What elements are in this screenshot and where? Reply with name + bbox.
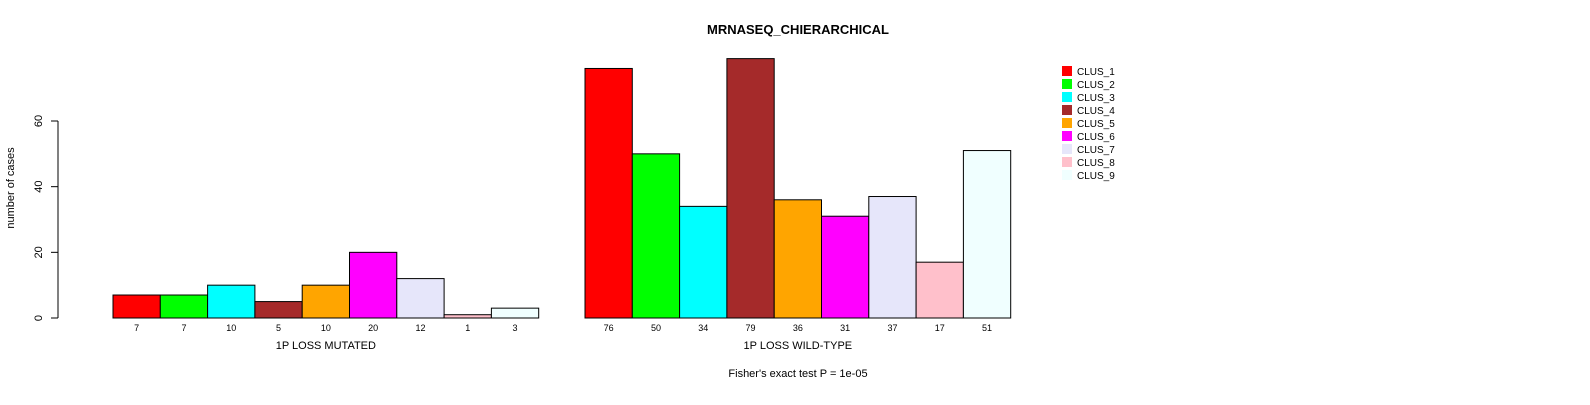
bar (915, 261, 964, 319)
legend-label: CLUS_2 (1077, 80, 1115, 91)
bar-count-label: 17 (935, 323, 945, 333)
bar (301, 284, 351, 319)
bar (584, 67, 633, 319)
legend-swatch (1062, 118, 1072, 128)
legend-swatch (1062, 157, 1072, 167)
legend-label: CLUS_3 (1077, 93, 1115, 104)
bar-count-label: 31 (840, 323, 850, 333)
bar-count-label: 51 (982, 323, 992, 333)
y-tick-label: 40 (33, 181, 45, 193)
bar (490, 307, 540, 319)
legend-swatch (1062, 170, 1072, 180)
bar (443, 314, 492, 319)
legend-label: CLUS_5 (1077, 119, 1115, 130)
y-tick-label: 20 (33, 246, 45, 258)
fisher-test-footnote: Fisher's exact test P = 1e-05 (728, 368, 867, 380)
bar-groups: 7 7 10 5 10 20 12 1 3 1P LOSS MUTATED 76 50 34 79 36 31… (112, 58, 1012, 352)
bar (821, 215, 870, 319)
bar-count-label: 1 (465, 323, 470, 333)
legend-label: CLUS_6 (1077, 132, 1115, 143)
legend-label: CLUS_7 (1077, 145, 1115, 156)
group-label: 1P LOSS WILD-TYPE (744, 340, 853, 352)
bar (254, 301, 303, 319)
legend-label: CLUS_8 (1077, 158, 1115, 169)
y-axis-label: number of cases (5, 147, 17, 229)
bar-count-label: 10 (226, 323, 236, 333)
bar-count-label: 5 (276, 323, 281, 333)
legend-swatch (1062, 79, 1072, 89)
bar-group: 7 7 10 5 10 20 12 1 3 1P LOSS MUTATED (112, 251, 540, 352)
bar (112, 294, 161, 319)
y-axis: 0 20 40 60 (33, 115, 59, 321)
bar-count-label: 10 (321, 323, 331, 333)
bar-count-label: 34 (698, 323, 708, 333)
legend: CLUS_1 CLUS_2 CLUS_3 CLUS_4 CLUS_5 CLUS_6 CLUS… (1062, 66, 1115, 182)
bar-count-label: 7 (181, 323, 186, 333)
bar (726, 58, 775, 319)
legend-label: CLUS_9 (1077, 171, 1115, 182)
bar-count-label: 3 (513, 323, 518, 333)
legend-label: CLUS_4 (1077, 106, 1115, 117)
y-tick-label: 60 (33, 115, 45, 127)
bar (868, 196, 917, 319)
y-tick-label: 0 (33, 315, 45, 321)
bar (349, 251, 398, 319)
bar-group: 76 50 34 79 36 31 37 17 51 1P LOSS WILD-TYPE (584, 58, 1012, 352)
bar-count-label: 50 (651, 323, 661, 333)
bar-count-label: 76 (604, 323, 614, 333)
bar-count-label: 7 (134, 323, 139, 333)
bar-count-label: 79 (746, 323, 756, 333)
group-label: 1P LOSS MUTATED (276, 340, 376, 352)
chart-title: MRNASEQ_CHIERARCHICAL (707, 22, 889, 37)
legend-swatch (1062, 105, 1072, 115)
legend-label: CLUS_1 (1077, 67, 1115, 78)
legend-swatch (1062, 131, 1072, 141)
bar-count-label: 12 (415, 323, 425, 333)
bar (396, 278, 445, 319)
legend-swatch (1062, 92, 1072, 102)
bar-count-label: 20 (368, 323, 378, 333)
bar (679, 205, 728, 319)
bar-count-label: 37 (887, 323, 897, 333)
legend-swatch (1062, 66, 1072, 76)
bar-count-label: 36 (793, 323, 803, 333)
bar (159, 294, 209, 319)
bar (207, 284, 256, 319)
bar (773, 199, 823, 319)
bar (631, 153, 681, 319)
bar (962, 150, 1012, 319)
legend-swatch (1062, 144, 1072, 154)
